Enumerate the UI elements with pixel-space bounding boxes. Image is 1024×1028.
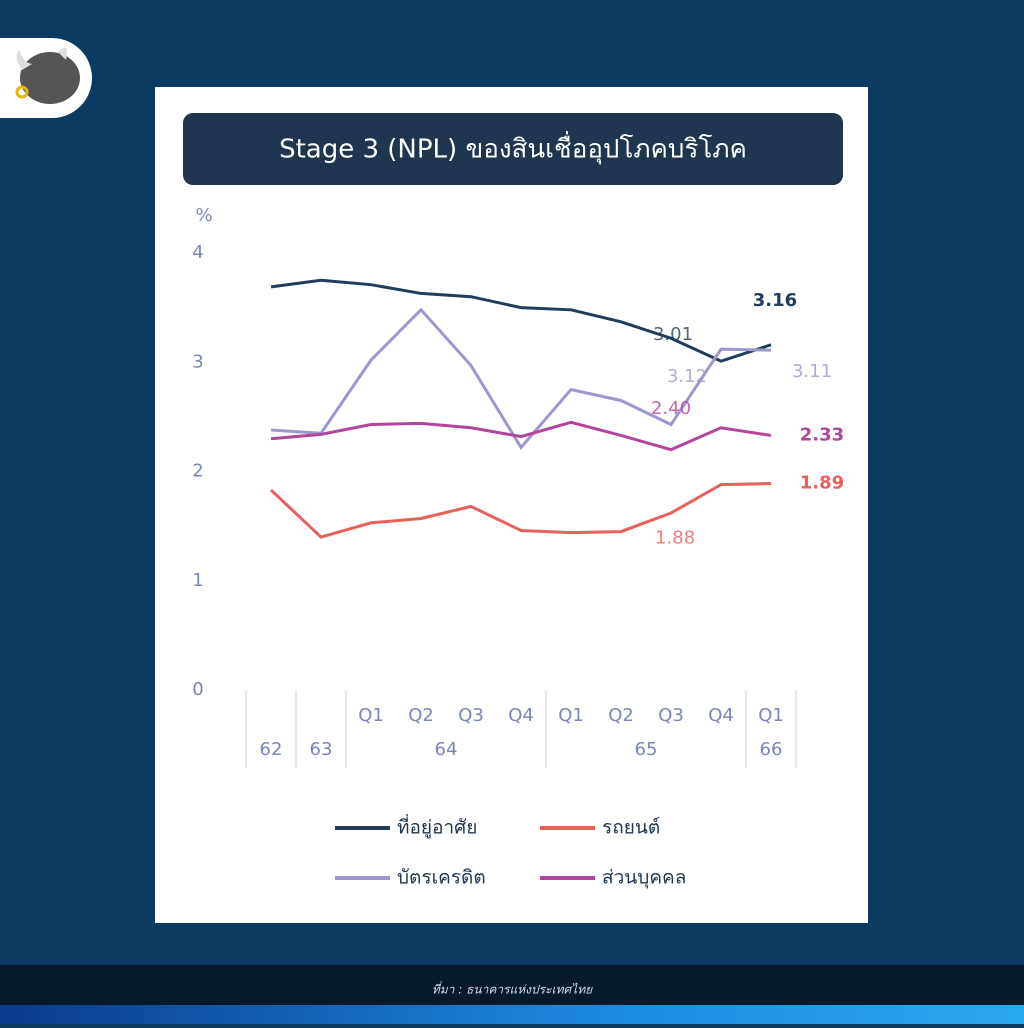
legend-label: รถยนต์ — [602, 817, 660, 839]
logo — [0, 38, 92, 118]
y-tick-label: 3 — [192, 351, 203, 372]
group-label: 62 — [260, 739, 283, 760]
title-box — [183, 113, 843, 185]
x-tick-label: Q3 — [458, 705, 484, 726]
group-label: 63 — [310, 739, 333, 760]
value-label: 1.89 — [800, 473, 844, 494]
x-tick-label: Q2 — [608, 705, 634, 726]
x-tick-label: Q4 — [708, 705, 734, 726]
series-line — [270, 278, 772, 363]
series-line — [269, 482, 772, 539]
x-tick-label: Q1 — [358, 705, 384, 726]
group-label: 66 — [760, 739, 783, 760]
x-tick-label: Q4 — [508, 705, 534, 726]
x-tick-label: Q1 — [758, 705, 784, 726]
y-axis-label: % — [195, 205, 212, 226]
legend-label: ส่วนบุคคล — [602, 867, 686, 890]
value-label: 1.88 — [655, 528, 695, 549]
series-line — [270, 420, 772, 452]
y-tick-label: 4 — [192, 242, 203, 263]
x-tick-label: Q3 — [658, 705, 684, 726]
value-label: 3.16 — [753, 290, 797, 311]
footer-bar — [0, 1005, 1024, 1024]
x-tick-label: Q2 — [408, 705, 434, 726]
chart-panel — [155, 87, 868, 923]
source-note: ที่มา : ธนาคารแห่งประเทศไทย — [432, 981, 593, 997]
group-label: 65 — [635, 739, 658, 760]
y-tick-label: 2 — [192, 461, 203, 482]
y-tick-label: 0 — [192, 679, 203, 700]
value-label: 3.01 — [653, 324, 693, 345]
group-label: 64 — [435, 739, 458, 760]
value-label: 3.11 — [792, 361, 832, 382]
series-line — [270, 307, 772, 451]
legend-label: ที่อยู่อาศัย — [397, 814, 477, 839]
footer-strip — [0, 965, 1024, 1005]
chart-title: Stage 3 (NPL) ของสินเชื่ออุปโภคบริโภค — [279, 131, 747, 165]
value-label: 2.33 — [800, 424, 844, 445]
value-label: 2.40 — [651, 398, 691, 419]
value-label: 3.12 — [667, 366, 707, 387]
y-tick-label: 1 — [192, 570, 203, 591]
legend-label: บัตรเครดิต — [397, 867, 486, 889]
x-tick-label: Q1 — [558, 705, 584, 726]
